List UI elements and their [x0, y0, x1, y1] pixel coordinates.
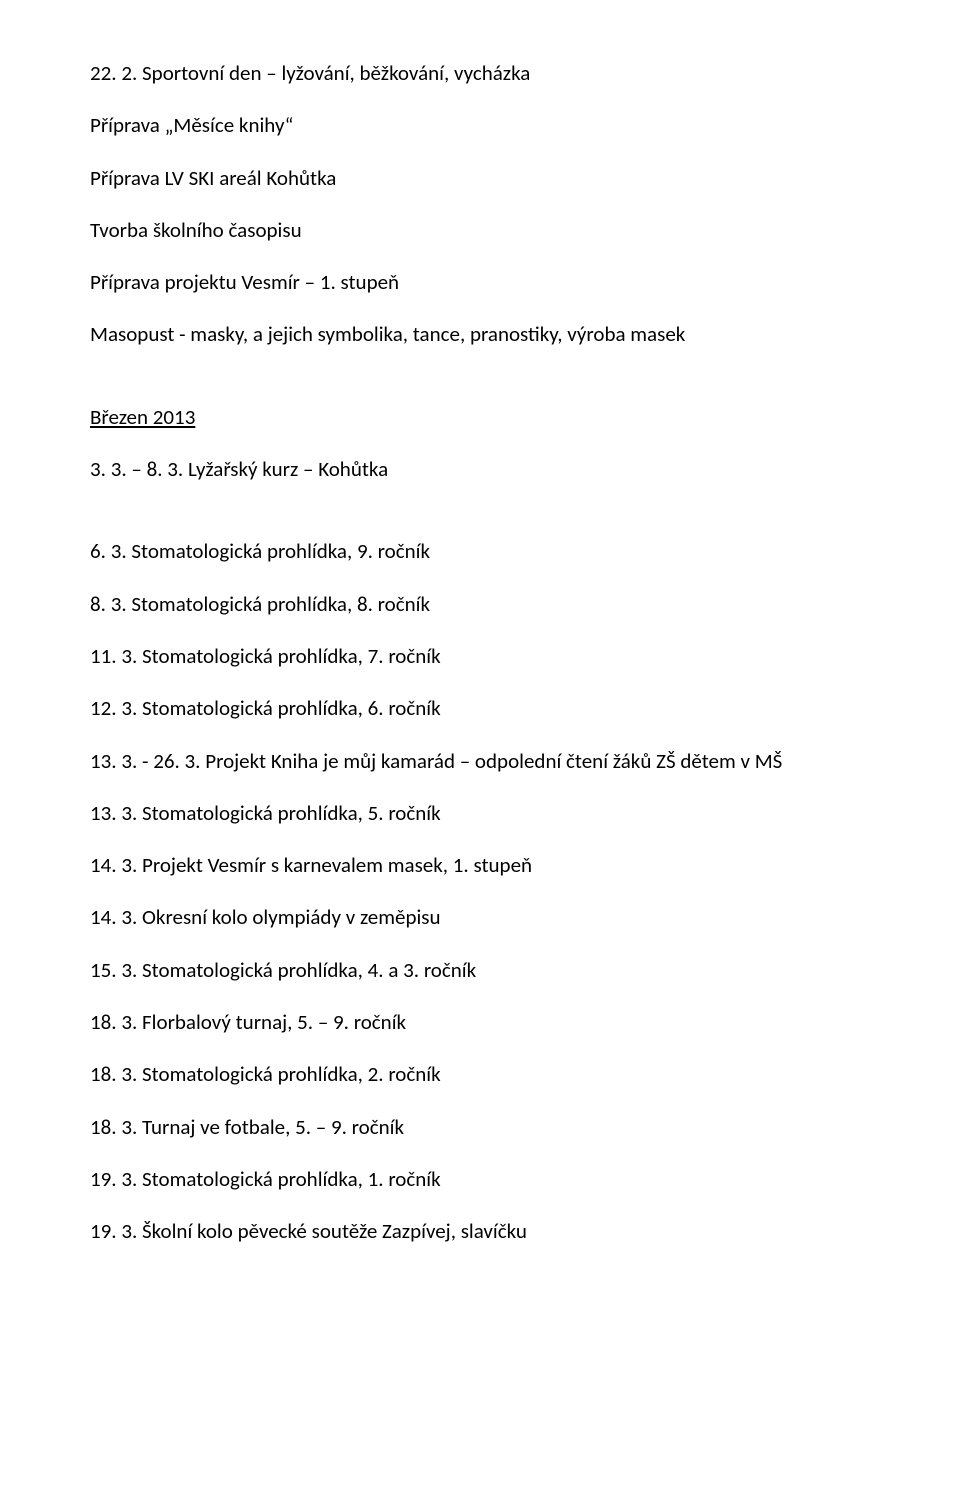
text-line: 14. 3. Projekt Vesmír s karnevalem masek…	[90, 852, 870, 879]
text-line: 18. 3. Turnaj ve fotbale, 5. – 9. ročník	[90, 1114, 870, 1141]
document-body: 22. 2. Sportovní den – lyžování, běžková…	[90, 60, 870, 1246]
text-line: 18. 3. Stomatologická prohlídka, 2. ročn…	[90, 1061, 870, 1088]
text-line: 13. 3. Stomatologická prohlídka, 5. ročn…	[90, 800, 870, 827]
text-line: 11. 3. Stomatologická prohlídka, 7. ročn…	[90, 643, 870, 670]
text-line: 15. 3. Stomatologická prohlídka, 4. a 3.…	[90, 957, 870, 984]
text-line: 13. 3. - 26. 3. Projekt Kniha je můj kam…	[90, 748, 870, 775]
text-line: 3. 3. – 8. 3. Lyžařský kurz – Kohůtka	[90, 456, 870, 483]
text-line: Příprava projektu Vesmír – 1. stupeň	[90, 269, 870, 296]
text-line: Příprava „Měsíce knihy“	[90, 112, 870, 139]
text-line: 19. 3. Školní kolo pěvecké soutěže Zazpí…	[90, 1218, 870, 1245]
text-line: Masopust - masky, a jejich symbolika, ta…	[90, 321, 870, 348]
text-line: 14. 3. Okresní kolo olympiády v zeměpisu	[90, 904, 870, 931]
text-line: 12. 3. Stomatologická prohlídka, 6. ročn…	[90, 695, 870, 722]
text-line: 6. 3. Stomatologická prohlídka, 9. roční…	[90, 538, 870, 565]
text-line: 19. 3. Stomatologická prohlídka, 1. ročn…	[90, 1166, 870, 1193]
text-line: 8. 3. Stomatologická prohlídka, 8. roční…	[90, 591, 870, 618]
text-line: 18. 3. Florbalový turnaj, 5. – 9. ročník	[90, 1009, 870, 1036]
text-line: Tvorba školního časopisu	[90, 217, 870, 244]
text-line: 22. 2. Sportovní den – lyžování, běžková…	[90, 60, 870, 87]
section-heading: Březen 2013	[90, 404, 870, 431]
text-line: Příprava LV SKI areál Kohůtka	[90, 165, 870, 192]
